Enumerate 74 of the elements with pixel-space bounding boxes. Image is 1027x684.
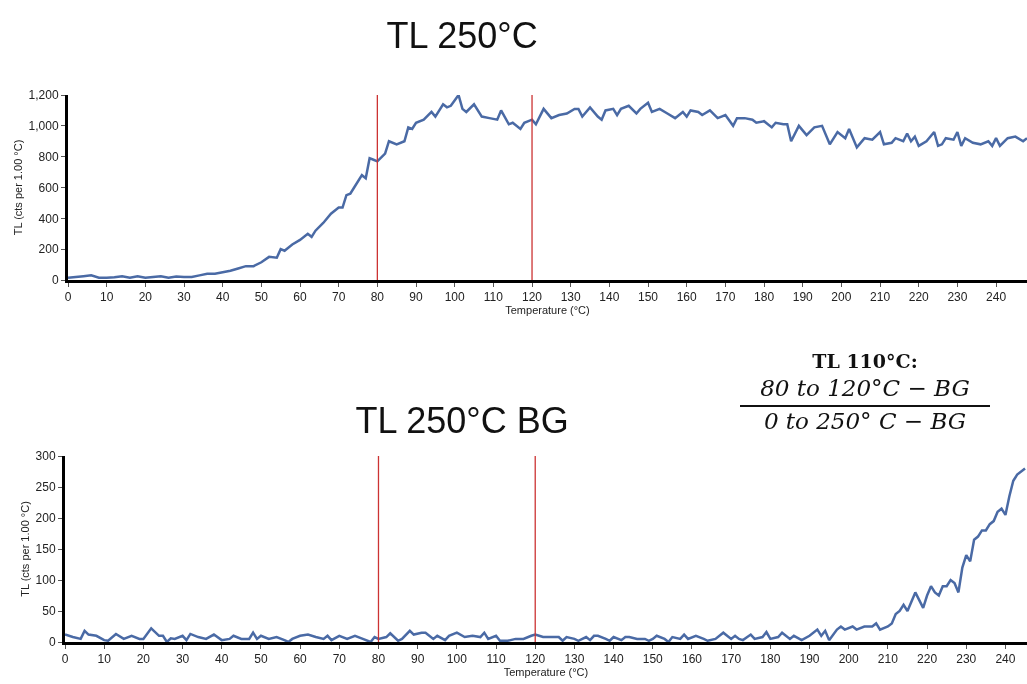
y-tick-label: 100 xyxy=(35,573,56,588)
y-tick-label: 150 xyxy=(35,542,56,557)
chart-title: TL 250°C BG xyxy=(355,399,569,441)
x-tick-label: 200 xyxy=(838,652,860,667)
x-tick-label: 10 xyxy=(99,290,114,305)
y-tick-label: 300 xyxy=(35,449,56,464)
x-tick-label: 150 xyxy=(638,290,659,305)
x-tick-label: 40 xyxy=(215,652,229,667)
text: TL 110°C: xyxy=(811,350,919,374)
x-tick-label: 240 xyxy=(995,652,1016,667)
x-tick-label: 50 xyxy=(254,290,269,305)
x-tick-label: 110 xyxy=(483,290,504,305)
x-tick-label: 130 xyxy=(564,652,585,667)
x-tick-label: 80 xyxy=(371,652,386,667)
x-tick-label: 0 xyxy=(64,290,72,305)
x-tick-label: 100 xyxy=(444,290,466,305)
y-tick-label: 200 xyxy=(38,242,59,257)
x-tick-label: 90 xyxy=(409,290,424,305)
x-tick-label: 70 xyxy=(332,290,346,305)
x-tick-label: 140 xyxy=(603,652,624,667)
y-axis-title: TL (cts per 1.00 °C) xyxy=(12,139,25,236)
y-tick-label: 0 xyxy=(48,635,56,650)
chart-title: TL 250°C xyxy=(386,14,538,56)
x-tick-label: 110 xyxy=(486,652,506,667)
x-tick-label: 210 xyxy=(877,652,899,667)
x-tick-label: 230 xyxy=(947,290,968,305)
x-tick-label: 200 xyxy=(831,290,852,305)
x-tick-label: 160 xyxy=(681,652,703,667)
text: 80 to 120°C − BG xyxy=(740,373,990,407)
x-tick-label: 190 xyxy=(799,652,820,667)
x-tick-label: 230 xyxy=(956,652,977,667)
x-tick-label: 240 xyxy=(986,290,1007,305)
x-tick-label: 120 xyxy=(525,652,546,667)
x-tick-label: 150 xyxy=(642,652,664,667)
x-tick-label: 50 xyxy=(254,652,268,667)
y-tick-label: 800 xyxy=(38,149,59,164)
x-axis-title: Temperature (°C) xyxy=(505,304,590,317)
y-tick-label: 50 xyxy=(42,604,56,619)
x-tick-label: 40 xyxy=(216,290,230,305)
x-tick-label: 130 xyxy=(560,290,582,305)
x-tick-label: 160 xyxy=(676,290,698,305)
x-tick-label: 60 xyxy=(293,652,308,667)
x-tick-label: 80 xyxy=(370,290,385,305)
x-tick-label: 220 xyxy=(908,290,930,305)
y-axis-title: TL (cts per 1.00 °C) xyxy=(19,501,32,597)
x-tick-label: 30 xyxy=(175,652,190,667)
x-tick-label: 180 xyxy=(760,652,781,667)
x-tick-label: 30 xyxy=(177,290,191,305)
y-tick-label: 400 xyxy=(38,211,59,226)
x-tick-label: 120 xyxy=(522,290,543,305)
x-tick-label: 190 xyxy=(792,290,814,305)
x-tick-label: 170 xyxy=(715,290,736,305)
y-tick-label: 0 xyxy=(51,273,59,288)
y-tick-label: 600 xyxy=(38,180,59,195)
x-tick-label: 90 xyxy=(410,652,425,667)
x-tick-label: 70 xyxy=(332,652,347,667)
y-tick-label: 1,000 xyxy=(28,119,59,134)
x-tick-label: 170 xyxy=(721,652,742,667)
x-tick-label: 210 xyxy=(870,290,891,305)
x-tick-label: 180 xyxy=(754,290,775,305)
y-tick-label: 250 xyxy=(35,480,56,495)
y-tick-label: 200 xyxy=(35,511,56,526)
text: 0 to 250° C − BG xyxy=(762,406,968,436)
y-tick-label: 1,200 xyxy=(28,88,59,103)
x-tick-label: 140 xyxy=(599,290,620,305)
x-tick-label: 220 xyxy=(917,652,938,667)
x-tick-label: 60 xyxy=(293,290,308,305)
x-tick-label: 20 xyxy=(136,652,151,667)
x-tick-label: 100 xyxy=(446,652,468,667)
x-tick-label: 10 xyxy=(97,652,112,667)
x-tick-label: 20 xyxy=(138,290,153,305)
line-series xyxy=(68,95,1027,279)
x-axis-title: Temperature (°C) xyxy=(503,666,589,679)
x-tick-label: 0 xyxy=(61,652,69,667)
